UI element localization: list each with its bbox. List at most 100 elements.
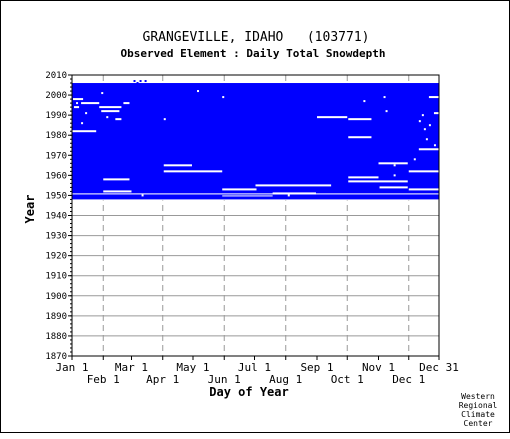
snow-segment-9 (103, 190, 132, 193)
snow-point-22 (136, 82, 139, 85)
y-tick-label-1900: 1900 (45, 292, 67, 302)
snow-segment-8 (103, 178, 130, 181)
y-tick-label-1950: 1950 (45, 191, 67, 201)
x-tick-label-Sep 1: Sep 1 (300, 361, 333, 374)
snow-segment-23 (379, 186, 408, 189)
snow-point-7 (425, 138, 428, 141)
x-tick-label-Nov 1: Nov 1 (362, 361, 395, 374)
y-tick-label-1970: 1970 (45, 151, 67, 161)
snow-segment-15 (272, 192, 316, 195)
y-tick-label-1930: 1930 (45, 232, 67, 242)
snow-segment-3 (99, 106, 122, 109)
credit-line-3: Center (464, 419, 493, 428)
y-axis-label: Year (23, 195, 37, 224)
snow-segment-26 (428, 96, 439, 99)
x-tick-label-Jun 1: Jun 1 (208, 373, 241, 386)
snow-point-23 (141, 194, 144, 197)
y-tick-labels: 1870 1880 1890 1900 1910 1920 1930 1940 1950 1960… (45, 71, 67, 362)
snow-segment-13 (255, 184, 332, 187)
y-tick-label-1880: 1880 (45, 332, 67, 342)
snow-point-24 (287, 194, 290, 197)
credit-line-2: Climate (461, 410, 495, 419)
snow-point-3 (385, 110, 388, 113)
snow-segment-14 (222, 188, 257, 191)
snow-segment-12 (163, 118, 166, 121)
snow-point-17 (101, 92, 104, 95)
gap-0 (72, 193, 439, 195)
x-tick-label-Mar 1: Mar 1 (115, 361, 148, 374)
snow-point-11 (393, 174, 396, 177)
x-tick-label-Jan 1: Jan 1 (55, 361, 88, 374)
snow-point-6 (423, 128, 426, 131)
snow-point-9 (413, 158, 416, 161)
snow-segment-16 (317, 116, 348, 119)
snow-point-15 (85, 112, 88, 115)
snow-point-18 (106, 116, 109, 119)
snow-segment-6 (72, 130, 97, 133)
snow-segment-5 (115, 118, 122, 121)
x-tick-label-Apr 1: Apr 1 (146, 373, 179, 386)
snow-point-1 (222, 96, 225, 99)
y-tick-label-1870: 1870 (45, 352, 67, 362)
snow-segment-21 (348, 176, 379, 179)
snow-point-14 (76, 102, 79, 105)
snow-point-21 (144, 80, 147, 83)
x-tick-label-Oct 1: Oct 1 (331, 373, 364, 386)
x-tick-label-Aug 1: Aug 1 (269, 373, 302, 386)
chart-subtitle: Observed Element : Daily Total Snowdepth (121, 47, 386, 60)
snow-point-20 (139, 80, 142, 83)
snow-point-0 (197, 90, 200, 93)
snow-data (72, 80, 439, 197)
snow-point-4 (421, 114, 424, 117)
snow-point-8 (433, 144, 436, 147)
snow-segment-7 (123, 102, 130, 105)
snow-point-12 (383, 96, 386, 99)
observed-data (72, 83, 439, 201)
y-tick-label-1960: 1960 (45, 171, 67, 181)
snow-segment-4 (101, 110, 120, 113)
y-tick-label-1890: 1890 (45, 312, 67, 322)
credit-line-1: Regional (459, 401, 498, 410)
snow-point-13 (418, 120, 421, 123)
y-tick-label-1910: 1910 (45, 272, 67, 282)
credit-line-0: Western (461, 392, 495, 401)
y-tick-label-2010: 2010 (45, 71, 67, 81)
snow-point-2 (363, 100, 366, 103)
x-tick-label-Dec 31: Dec 31 (419, 361, 459, 374)
snow-point-16 (81, 122, 84, 125)
y-tick-label-1990: 1990 (45, 111, 67, 121)
x-tick-labels: Jan 1 Mar 1 May 1 Jul 1 Sep 1 Nov 1 Dec 31 Feb … (55, 361, 458, 386)
plot-border (71, 74, 440, 357)
x-tick-label-May 1: May 1 (176, 361, 209, 374)
y-tick-label-2000: 2000 (45, 91, 67, 101)
snow-segment-11 (163, 170, 223, 173)
snow-segment-20 (408, 170, 439, 173)
y-tick-label-1940: 1940 (45, 212, 67, 222)
snow-segment-0 (73, 98, 84, 101)
snow-segment-1 (81, 102, 100, 105)
x-tick-label-Feb 1: Feb 1 (87, 373, 120, 386)
snow-segment-27 (433, 112, 439, 115)
gap-1 (72, 199, 439, 201)
snow-point-5 (428, 124, 431, 127)
snow-segment-25 (418, 148, 439, 151)
observed-block-0 (72, 83, 439, 194)
chart-title: GRANGEVILLE, IDAHO (103771) (143, 30, 370, 45)
snow-segment-22 (348, 180, 408, 183)
x-axis-label: Day of Year (209, 385, 288, 399)
snow-segment-19 (378, 162, 408, 165)
snow-segment-10 (163, 164, 192, 167)
snow-segment-17 (348, 118, 372, 121)
x-tick-label-Jul 1: Jul 1 (238, 361, 271, 374)
snow-segment-18 (348, 136, 372, 139)
y-tick-label-1920: 1920 (45, 252, 67, 262)
x-tick-label-Dec 1: Dec 1 (392, 373, 425, 386)
y-tick-label-1980: 1980 (45, 131, 67, 141)
snow-point-19 (133, 80, 136, 83)
snow-segment-2 (74, 106, 80, 109)
gap-2 (222, 195, 273, 197)
snow-point-10 (393, 164, 396, 167)
